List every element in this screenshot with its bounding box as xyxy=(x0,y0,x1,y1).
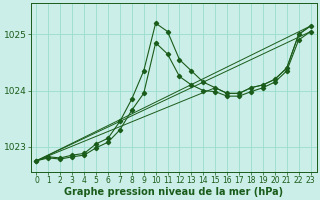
X-axis label: Graphe pression niveau de la mer (hPa): Graphe pression niveau de la mer (hPa) xyxy=(64,187,283,197)
